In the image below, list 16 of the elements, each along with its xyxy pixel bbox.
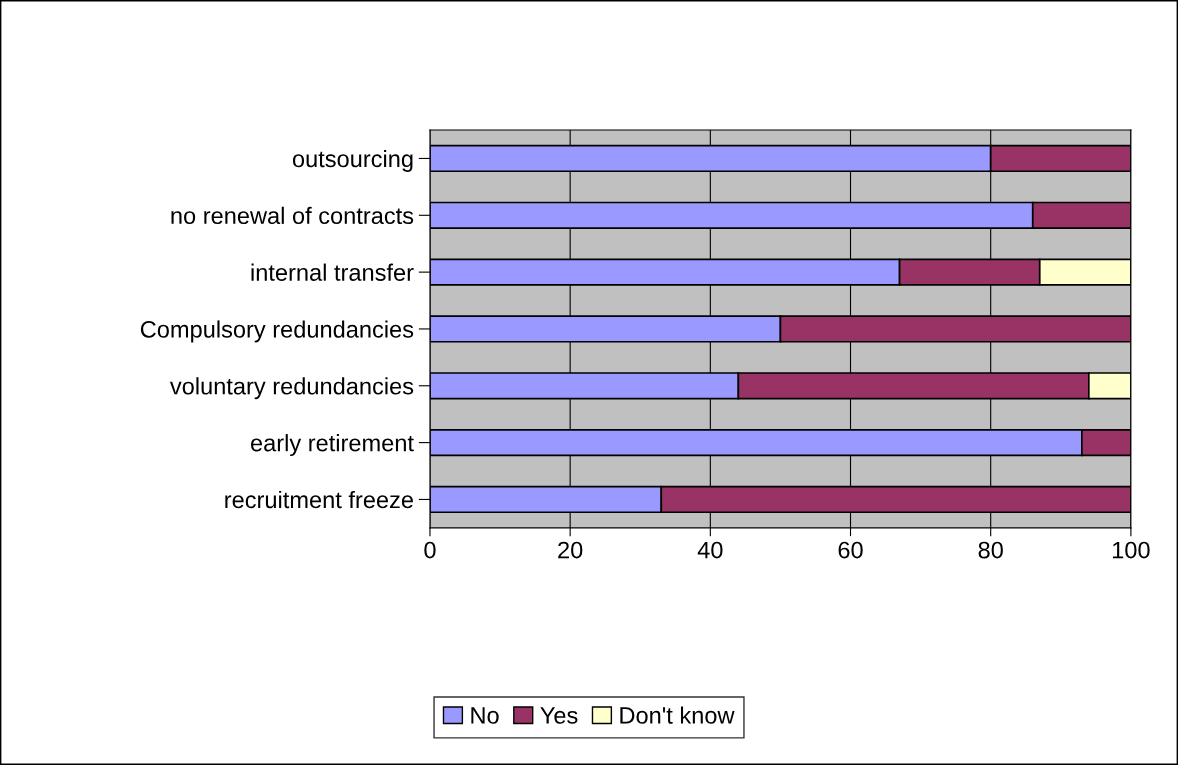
x-tick-label: 100 — [1112, 541, 1150, 559]
y-tick-label: voluntary redundancies — [169, 377, 414, 400]
y-tick-label: Compulsory redundancies — [140, 320, 414, 343]
x-tick-label: 40 — [697, 541, 723, 559]
x-tick-label: 60 — [838, 541, 863, 559]
legend-label: Don't know — [620, 706, 735, 724]
legend-label: No — [471, 707, 499, 724]
y-tick-label: outsourcing — [292, 149, 413, 172]
legend-label: Yes — [540, 707, 578, 724]
y-tick-label: no renewal of contracts — [171, 206, 414, 225]
y-tick-label: recruitment freeze — [225, 490, 413, 509]
y-tick-label: internal transfer — [251, 263, 414, 281]
x-tick-label: 20 — [558, 541, 583, 559]
x-tick-label: 0 — [424, 541, 436, 559]
x-tick-label: 80 — [978, 541, 1003, 559]
y-tick-label: early retirement — [250, 434, 414, 457]
